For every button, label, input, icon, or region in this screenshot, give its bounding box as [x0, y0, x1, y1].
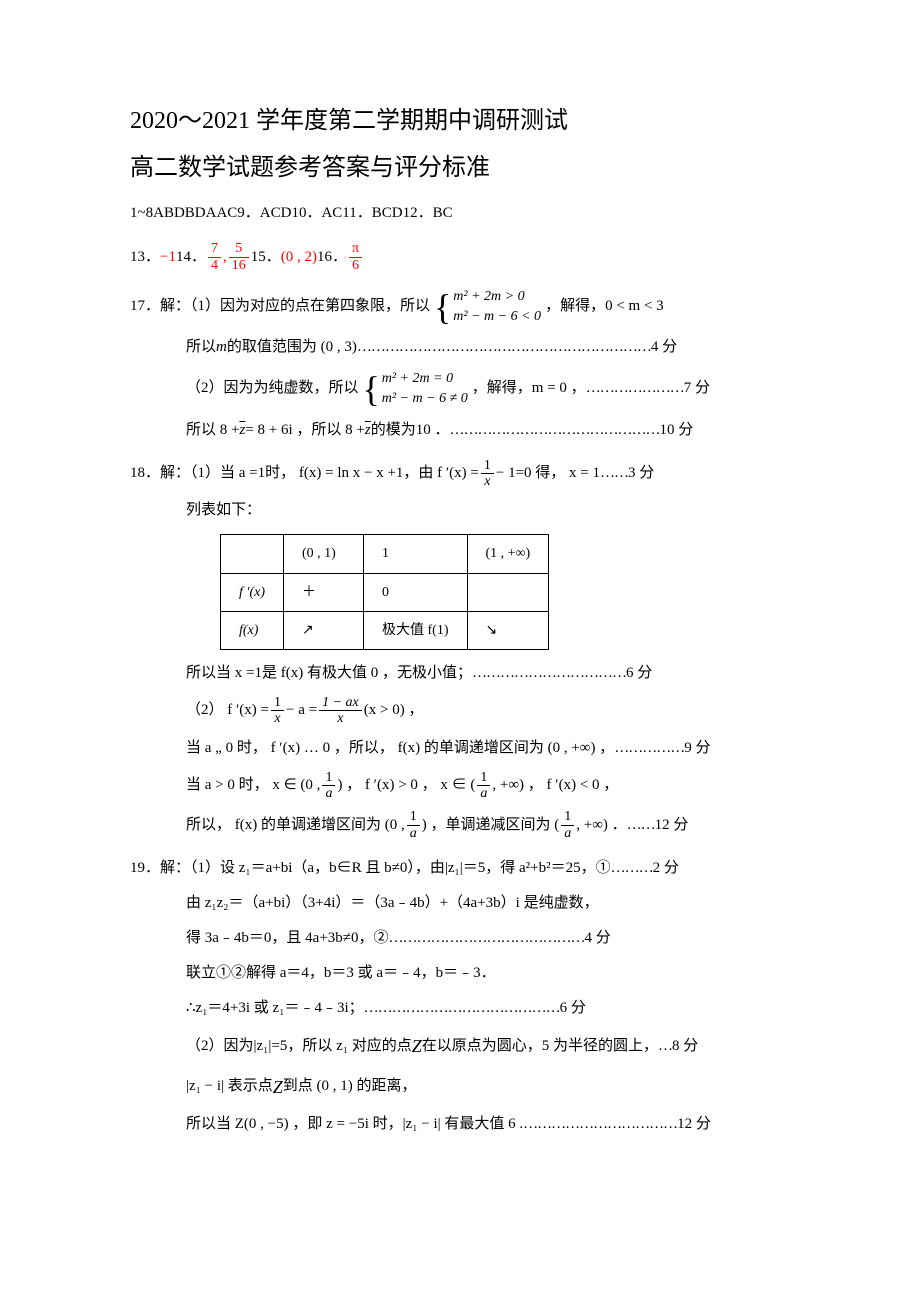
multiple-choice-answers: 1~8ABDBDAAC9．ACD10．AC11．BCD12．BC: [130, 200, 790, 227]
q18-points-2: 9 分: [684, 735, 710, 762]
q17-result-1: ，解得，0 < m < 3: [545, 293, 664, 320]
q19-points-8: 12 分: [677, 1111, 711, 1138]
q17-points-3: 10 分: [659, 417, 693, 444]
q15-answer: (0 , 2): [281, 244, 317, 271]
q15-label: 15．: [251, 244, 281, 271]
dots: ………………………………………………………: [357, 334, 651, 361]
q18-table-label: 列表如下：: [186, 497, 790, 524]
q14-label: 14．: [176, 244, 206, 271]
arrow-down-icon: [467, 611, 549, 649]
fill-in-answers: 13． −1 14． 7 4 , 5 16 15． (0 , 2) 16． π …: [130, 241, 790, 273]
q17-points-1: 4 分: [651, 334, 677, 361]
title-line-2: 高二数学试题参考答案与评分标准: [130, 147, 790, 190]
q19-points-3: 4 分: [585, 925, 611, 952]
q17-part2-lead: （2）因为为纯虚数，所以: [186, 375, 359, 402]
q19-points-5: 6 分: [560, 995, 586, 1022]
q17-system-2: { m² + 2m = 0 m² − m − 6 ≠ 0: [363, 369, 468, 408]
q18-points-0: 3 分: [628, 460, 654, 487]
q19-points-1: 2 分: [653, 855, 679, 882]
fraction: 1 x: [481, 458, 494, 490]
q18-points-1: 6 分: [626, 660, 652, 687]
table-row: f ′(x) ＋ 0: [221, 573, 549, 611]
table-row: f(x) 极大值 f(1): [221, 611, 549, 649]
dots: ………………………………………: [449, 417, 659, 444]
q14-answer-b: 5 16: [229, 241, 249, 273]
q19-points-6: 8 分: [672, 1033, 698, 1060]
q18-sign-table: (0 , 1) 1 (1 , +∞) f ′(x) ＋ 0 f(x) 极大值 f…: [220, 534, 549, 650]
dots: …………………: [586, 375, 684, 402]
question-17: 17．解：（1）因为对应的点在第四象限，所以 { m² + 2m > 0 m² …: [130, 287, 790, 443]
q14-answer-a: 7 4: [208, 241, 221, 273]
point-z: Z: [412, 1030, 422, 1062]
q13-answer: −1: [160, 244, 176, 271]
q16-label: 16．: [317, 244, 347, 271]
q13-label: 13．: [130, 244, 160, 271]
q17-system-1: { m² + 2m > 0 m² − m − 6 < 0: [434, 287, 541, 326]
title-line-1: 2020～2021 学年度第二学期期中调研测试: [130, 100, 790, 143]
question-19: 19．解：（1）设 z₁＝a+bi（a，b∈R 且 b≠0），由|z₁|＝5，得…: [130, 855, 790, 1138]
q18-points-3: 12 分: [655, 812, 689, 839]
arrow-up-icon: [284, 611, 364, 649]
q17-points-2: 7 分: [684, 375, 710, 402]
q16-answer: π 6: [349, 241, 362, 273]
point-z: Z: [273, 1071, 283, 1103]
table-row: (0 , 1) 1 (1 , +∞): [221, 535, 549, 573]
q17-lead: 17．解：（1）因为对应的点在第四象限，所以: [130, 293, 430, 320]
question-18: 18．解：（1）当 a =1时， f(x) = ln x − x +1，由 f …: [130, 458, 790, 842]
